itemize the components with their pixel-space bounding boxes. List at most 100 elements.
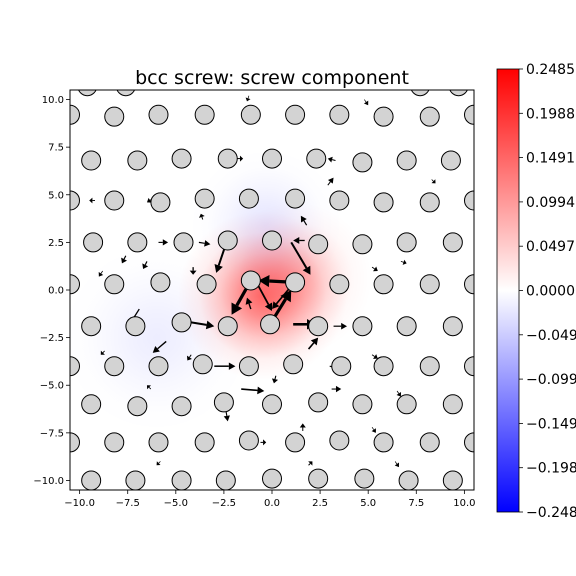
atom-marker [464, 104, 474, 125]
atom-marker [150, 192, 171, 213]
atom-marker [213, 392, 234, 413]
displacement-arrow [260, 439, 267, 446]
atom-marker [127, 396, 148, 417]
atom-marker [308, 316, 329, 337]
x-tick-label: 2.5 [312, 498, 328, 509]
colorbar-tick-label: −0.0994 [526, 372, 576, 388]
atom-marker [329, 104, 350, 125]
colorbar-tick-label: 0.2485 [526, 62, 575, 78]
displacement-arrow [300, 215, 308, 226]
atom-marker [373, 106, 394, 127]
atom-marker [396, 316, 417, 337]
displacement-arrow [241, 386, 265, 395]
displacement-arrow [152, 340, 167, 353]
atom-marker [285, 432, 306, 453]
y-tick-label: −5.0 [40, 381, 64, 392]
displacement-arrow [394, 461, 399, 468]
atom-marker [81, 470, 102, 490]
atom-marker [373, 274, 394, 295]
x-tick-label: −10.0 [64, 498, 95, 509]
atom-marker [173, 232, 194, 253]
displacement-arrow [290, 241, 311, 275]
displacement-arrow [327, 156, 336, 163]
atom-marker [442, 394, 463, 415]
atom-marker [464, 274, 474, 295]
displacement-arrow [142, 261, 149, 270]
atom-marker [283, 354, 304, 375]
y-tick-label: 10.0 [42, 95, 64, 106]
colorbar-tick-label: 0.1491 [526, 151, 575, 167]
displacement-arrow [400, 259, 407, 265]
atom-marker [419, 192, 440, 213]
atom-marker [104, 274, 125, 295]
atom-marker [442, 232, 463, 253]
displacement-arrow [371, 426, 376, 433]
atom-markers [70, 90, 474, 490]
atom-marker [194, 104, 215, 125]
atom-marker [148, 104, 169, 125]
x-tick-label: −7.5 [116, 498, 140, 509]
atom-marker [308, 468, 329, 489]
colorbar-tick-label: 0.0994 [526, 195, 575, 211]
atom-marker [240, 104, 261, 125]
atom-marker [354, 468, 375, 489]
displacement-arrow [189, 267, 197, 275]
displacement-arrow [199, 213, 205, 220]
displacement-arrow [245, 95, 251, 102]
displacement-arrow [186, 354, 192, 361]
atom-marker [306, 148, 327, 169]
x-tick-label: 5.0 [360, 498, 376, 509]
displacement-arrow [245, 297, 253, 310]
atom-marker [194, 432, 215, 453]
atom-marker [217, 316, 238, 337]
displacement-arrow [327, 177, 334, 186]
atom-marker [171, 312, 192, 333]
atom-marker [442, 470, 463, 490]
atom-marker [352, 316, 373, 337]
atom-marker [217, 230, 238, 251]
atom-marker [70, 432, 80, 453]
colorbar-tick-label: −0.1491 [526, 416, 576, 432]
atom-marker [171, 470, 192, 490]
atom-marker [352, 394, 373, 415]
displacement-arrow [363, 99, 369, 106]
atom-marker [308, 392, 329, 413]
colorbar-tick-label: 0.1988 [526, 106, 575, 122]
atom-marker [396, 232, 417, 253]
displacement-arrow [371, 266, 378, 272]
atom-marker [285, 104, 306, 125]
y-tick-label: 2.5 [48, 238, 64, 249]
atom-marker [70, 104, 80, 125]
atom-marker [81, 394, 102, 415]
y-tick-label: 7.5 [48, 143, 64, 154]
atom-marker [262, 148, 282, 169]
displacement-arrow [191, 320, 215, 330]
atom-marker [329, 430, 350, 451]
atom-marker [116, 90, 136, 97]
x-axis: −10.0 −7.5 −5.0 −2.5 0.0 2.5 5.0 7.5 10.0 [64, 490, 476, 509]
x-tick-label: 0.0 [264, 498, 280, 509]
atom-marker [104, 190, 125, 211]
atom-marker [396, 150, 417, 171]
y-tick-label: −7.5 [40, 428, 64, 439]
y-tick-label: 0.0 [48, 286, 64, 297]
displacement-arrow [146, 385, 152, 390]
displacement-arrow [299, 423, 306, 431]
atom-marker [262, 468, 282, 489]
colorbar-tick-label: −0.0497 [526, 328, 576, 344]
atom-marker [148, 432, 169, 453]
atom-marker [464, 356, 474, 377]
atom-marker [373, 432, 394, 453]
atom-marker [419, 274, 440, 295]
atom-marker [83, 232, 104, 253]
atom-marker [171, 148, 192, 169]
atom-marker [70, 356, 80, 377]
colorbar: 0.2485 0.1988 0.1491 0.0994 0.0497 0.0000 −0.0… [496, 62, 576, 521]
atom-marker [196, 274, 217, 295]
colorbar-gradient [496, 68, 520, 513]
atom-marker [127, 150, 148, 171]
atom-marker [464, 432, 474, 453]
displacement-arrow [158, 239, 169, 246]
atom-marker [104, 432, 125, 453]
